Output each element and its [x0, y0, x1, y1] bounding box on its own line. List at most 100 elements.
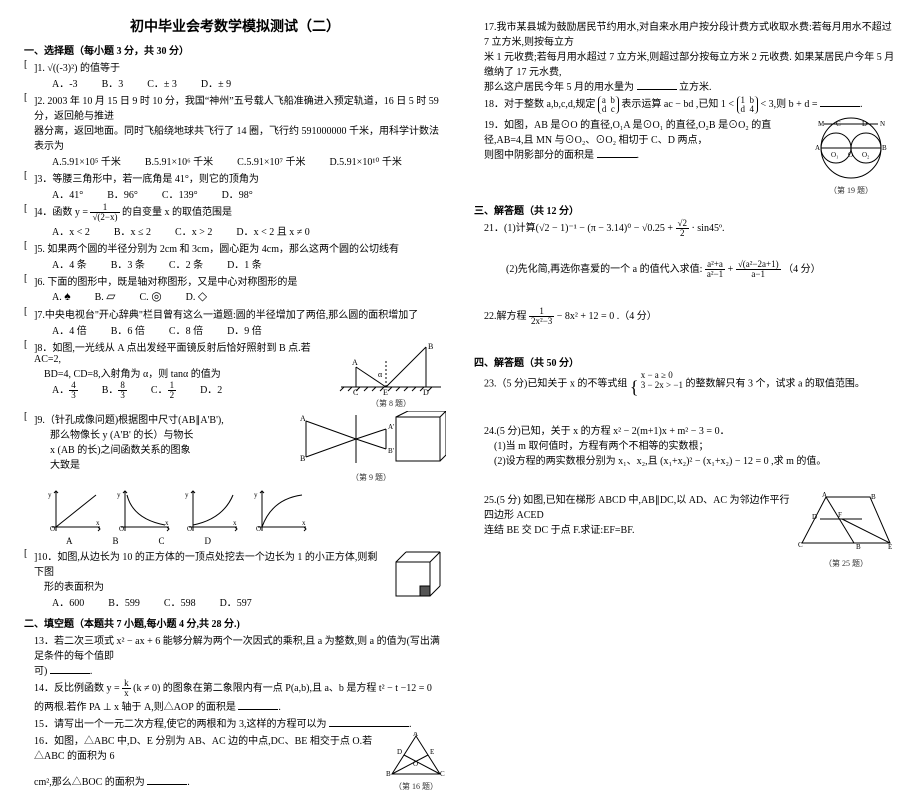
q21-frac: √22 [676, 219, 689, 238]
svg-text:C: C [440, 770, 445, 778]
q9-label-b: B [113, 536, 119, 546]
svg-text:O: O [256, 525, 261, 533]
svg-text:O₁: O₁ [831, 151, 839, 159]
q9-graph-d: xyO [252, 487, 310, 533]
svg-text:A': A' [388, 423, 394, 431]
q2-l2: 器分离，返回地面。同时飞船绕地球共飞行了 14 圈，飞行约 591000000 … [34, 126, 439, 152]
svg-text:A: A [413, 732, 418, 738]
q9-figure: AB A'B' （第 9 题） [296, 411, 446, 483]
q19-caption: （第 19 题） [806, 185, 896, 196]
svg-text:E: E [383, 388, 388, 395]
q2-d: D.5.91×10¹⁰ 千米 [329, 153, 401, 168]
svg-text:O: O [413, 760, 418, 768]
q21b-frac1: a²+aa²−1 [705, 260, 725, 279]
q3: [ ]3．等腰三角形中，若一底角是 41°，则它的顶角为 A．41° B．96°… [34, 170, 446, 201]
q13-l1: 13．若二次三项式 x² − ax + 6 能够分解为两个一次因式的乘积,且 a… [34, 636, 440, 662]
q23: 23.（5 分)已知关于 x 的不等式组 { x − a ≥ 03 − 2x >… [484, 371, 896, 398]
q17-l2: 米 1 元收费;若每月用水超过 7 立方米,则超过部分按每立方米 2 元收费. … [484, 52, 894, 78]
q18-blank[interactable] [820, 96, 860, 107]
q21b-frac2: √(a²−2a+1)a−1 [736, 260, 781, 279]
plus: + [728, 264, 736, 275]
q14: 14．反比例函数 y = kx (k ≠ 0) 的图象在第二象限内有一点 P(a… [34, 679, 446, 713]
q4-a: A．x < 2 [52, 223, 90, 238]
svg-text:D: D [812, 513, 817, 521]
parallelogram-icon: ▱ [106, 289, 115, 303]
q5-stem: ]5. 如果两个圆的半径分别为 2cm 和 3cm，圆心距为 4cm，那么这两个… [34, 244, 399, 255]
svg-text:O₂: O₂ [862, 151, 870, 159]
svg-text:E: E [888, 543, 892, 551]
q4-frac: 1√(2−x) [90, 203, 119, 222]
q8-figure: A B C E D α （第 8 题） [336, 339, 446, 409]
svg-text:y: y [254, 491, 258, 499]
q6-d: D. ◇ [186, 289, 207, 304]
q8-b: B．83 [102, 381, 127, 400]
svg-text:α: α [378, 370, 383, 379]
q25-figure: AB EC DB F （第 25 题） [796, 491, 896, 569]
svg-text:E: E [430, 748, 434, 756]
svg-text:O: O [119, 525, 124, 533]
q17-l3: 那么这户居民今年 5 月的用水量为 [484, 82, 634, 93]
q14-l2: 的两根.若作 PA ⊥ x 轴于 A,则△AOP 的面积是 [34, 702, 236, 713]
cube-diagram [390, 548, 446, 600]
q21b: (2)先化简,再选你喜爱的一个 a 的值代入求值: a²+aa²−1 + √(a… [506, 260, 896, 279]
q22-pre: 22.解方程 [484, 311, 529, 322]
q13-blank[interactable] [50, 663, 90, 674]
svg-text:B': B' [388, 447, 394, 455]
svg-text:A: A [815, 144, 820, 152]
q15-blank[interactable] [329, 716, 409, 727]
spade-icon: ♠ [64, 289, 70, 303]
q21-pre: 21．(1)计算(√2 − 1)⁻¹ − (π − 3.14)⁰ − √0.25… [484, 223, 676, 234]
q10-l2: 形的表面积为 [44, 582, 104, 593]
q17-blank[interactable] [637, 79, 677, 90]
q9-l1: ]9.（针孔成像问题)根据图中尺寸(AB∥A'B'), [34, 415, 224, 426]
svg-text:C: C [353, 388, 358, 395]
q3-b: B．96° [107, 186, 138, 201]
left-column: 初中毕业会考数学模拟测试（二） 一、选择题（每小题 3 分，共 30 分） [ … [24, 16, 446, 794]
q22-frac: 12x²−3 [529, 307, 554, 326]
svg-text:y: y [48, 491, 52, 499]
q2-b: B.5.91×10⁶ 千米 [145, 153, 213, 168]
svg-text:B: B [300, 454, 305, 463]
svg-text:A: A [300, 414, 306, 423]
q1-opt-d: D．± 9 [201, 75, 231, 90]
svg-text:O: O [848, 151, 853, 159]
q4: [ ]4．函数 y = 1√(2−x) 的自变量 x 的取值范围是 A．x < … [34, 203, 446, 238]
q9-l3: x (AB 的长)之间函数关系的图象 [50, 445, 191, 456]
q2: [ ]2. 2003 年 10 月 15 日 9 时 10 分，我国“神州”五号… [34, 92, 446, 168]
q16-caption: （第 16 题） [386, 781, 446, 792]
q5-b: B．3 条 [111, 256, 145, 271]
q19-blank[interactable] [597, 147, 637, 158]
svg-text:B: B [871, 493, 876, 501]
svg-text:D: D [862, 120, 867, 128]
q6-b: B. ▱ [95, 289, 116, 304]
q19-l1: 19．如图，AB 是⊙O 的直径,O₁A 是⊙O₁ 的直径,O₂B 是⊙O₂ 的… [484, 120, 771, 146]
q9-l4: 大致是 [50, 460, 80, 471]
q19: 19．如图，AB 是⊙O 的直径,O₁A 是⊙O₁ 的直径,O₂B 是⊙O₂ 的… [484, 116, 896, 196]
svg-text:A: A [352, 358, 358, 367]
q14-mid: (k ≠ 0) 的图象在第二象限内有一点 P(a,b),且 a、b 是方程 t²… [133, 683, 432, 694]
q19-figure: MN CD AB O₁O₂ O （第 19 题） [806, 116, 896, 196]
q1-opt-c: C．± 3 [147, 75, 177, 90]
diamond-icon: ◇ [198, 289, 207, 303]
q5: [ ]5. 如果两个圆的半径分别为 2cm 和 3cm，圆心距为 4cm，那么这… [34, 240, 446, 271]
q7-c: C．8 倍 [169, 322, 203, 337]
section-3-heading: 三、解答题（共 12 分） [474, 202, 896, 217]
q9-options: xyO xyO xyO xyO A B C D [42, 485, 446, 546]
svg-text:O: O [187, 525, 192, 533]
q4-c: C．x > 2 [175, 223, 212, 238]
section-1-heading: 一、选择题（每小题 3 分，共 30 分） [24, 42, 446, 57]
svg-text:M: M [818, 120, 825, 128]
q4-b: B．x ≤ 2 [114, 223, 151, 238]
matrix-2: 1 bd 4 [737, 96, 759, 114]
svg-text:B: B [856, 543, 861, 551]
q17-unit: 立方米. [679, 82, 712, 93]
q1-opt-b: B．3 [102, 75, 124, 90]
q4-post: 的自变量 x 的取值范围是 [122, 207, 232, 218]
q16-figure: ABC DEO （第 16 题） [386, 732, 446, 792]
svg-text:y: y [185, 491, 189, 499]
q15-stem: 15．请写出一个一元二次方程,使它的两根和为 3,这样的方程可以为 [34, 719, 327, 730]
q25-caption: （第 25 题） [796, 558, 896, 569]
q14-blank[interactable] [238, 699, 278, 710]
q16-blank[interactable] [147, 774, 187, 785]
svg-text:B: B [882, 144, 887, 152]
